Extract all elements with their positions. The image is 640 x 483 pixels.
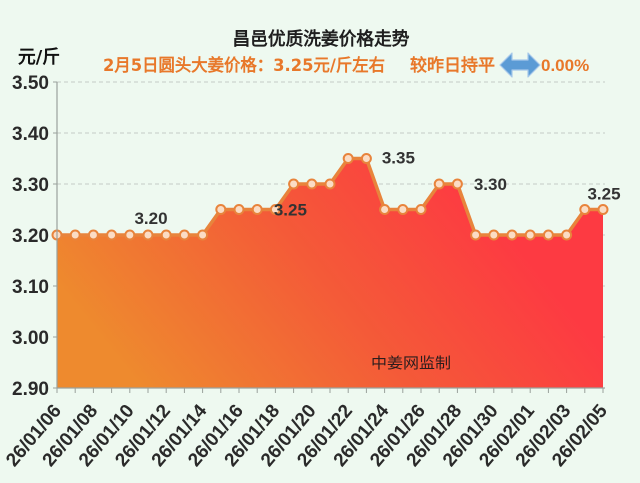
data-point: [269, 204, 281, 215]
data-point: [542, 229, 554, 241]
double-arrow-icon: [499, 52, 541, 78]
data-point: [106, 229, 118, 241]
data-points: [51, 153, 609, 241]
series-area: [57, 158, 603, 388]
y-tick-label: 3.00: [12, 328, 49, 349]
data-labels: 3.20 3.25 3.35 3.30 3.25: [134, 149, 620, 229]
data-point: [142, 229, 154, 241]
data-label: 3.30: [474, 175, 507, 194]
watermark-annotation: 中姜网监制: [371, 354, 451, 372]
data-point: [415, 204, 427, 215]
y-axis-label: 元/斤: [18, 47, 60, 68]
y-tick-label: 2.90: [12, 379, 49, 400]
data-point: [379, 204, 391, 215]
data-label: 3.20: [134, 209, 167, 228]
data-point: [360, 153, 372, 164]
x-axis-ticks: [56, 388, 604, 393]
y-tick-label: 3.10: [12, 277, 49, 298]
data-point: [397, 204, 409, 215]
y-tick-label: 3.50: [12, 73, 49, 94]
data-point: [178, 229, 190, 241]
data-point: [124, 229, 136, 241]
y-tick-labels: 3.50 3.40 3.30 3.20 3.10 3.00 2.90: [12, 73, 49, 400]
data-point: [288, 178, 300, 190]
data-point: [597, 204, 609, 215]
data-point: [87, 229, 99, 241]
data-point: [506, 229, 518, 241]
data-label: 3.25: [587, 185, 620, 204]
change-value: 0.00%: [541, 56, 589, 75]
chart-subtitle: 2月5日圆头大姜价格：3.25元/斤左右: [103, 55, 385, 76]
y-tick-label: 3.40: [12, 124, 49, 145]
y-tick-label: 3.30: [12, 175, 49, 196]
data-point: [251, 204, 263, 215]
data-point: [233, 204, 245, 215]
y-tick-label: 3.20: [12, 226, 49, 247]
data-point: [342, 153, 354, 164]
data-point: [561, 229, 573, 241]
data-point: [306, 178, 318, 190]
data-point: [197, 229, 209, 241]
chart-title: 昌邑优质洗姜价格走势: [233, 28, 410, 50]
data-point: [488, 229, 500, 241]
data-label: 3.25: [274, 201, 307, 220]
data-label: 3.35: [382, 149, 415, 168]
data-point: [160, 229, 172, 241]
data-point: [579, 204, 591, 215]
data-point: [69, 229, 81, 241]
data-point: [451, 178, 463, 190]
data-point: [324, 178, 336, 190]
change-text: 较昨日持平: [410, 55, 495, 76]
data-point: [433, 178, 445, 190]
data-point: [524, 229, 536, 241]
data-point: [470, 229, 482, 241]
data-point: [215, 204, 227, 215]
